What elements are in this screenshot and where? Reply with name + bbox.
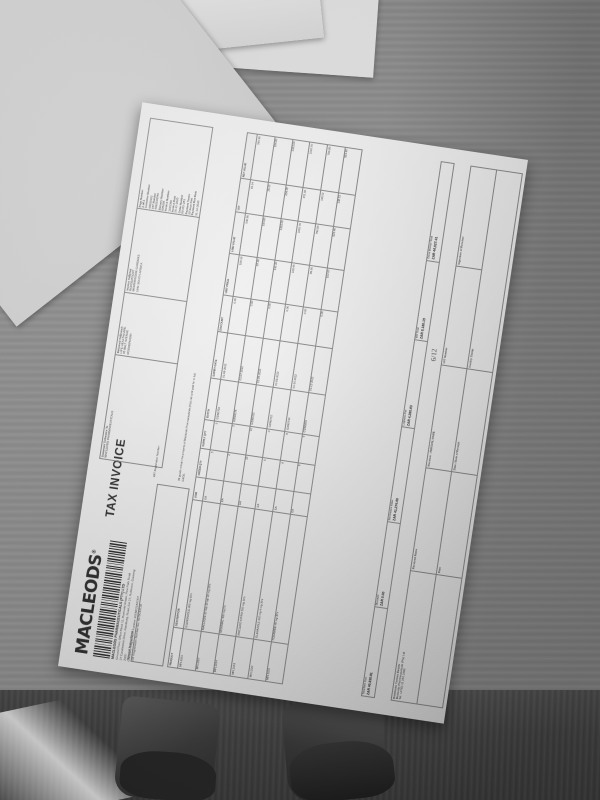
amount-1: 0.00	[380, 591, 386, 599]
currency-1: ZAR	[379, 598, 384, 607]
total-cell-2: Net Invoice Value ZAR 41,274.60	[387, 426, 415, 524]
footer-vat-label: VAT Number	[442, 347, 448, 364]
cell-order-qty: 9	[293, 462, 316, 495]
amount-4: 6,180.15	[420, 317, 426, 332]
total-cell-0: Total Nett Cost ZAR 40,830.81	[361, 606, 388, 698]
total-cell-5: Gross Invoice Total ZAR 46,927.41	[426, 161, 455, 263]
cell-vat: 138.51	[333, 193, 356, 229]
total-cell-4: VAT Total ZAR 6,180.15	[414, 260, 440, 342]
currency-4: ZAR	[418, 331, 424, 340]
amount-2: 41,274.60	[392, 497, 400, 514]
receiver-label: Receiver : PERSON, NAME	[427, 431, 436, 467]
header-cell-meta: Page Number 1 of 1 Customer Number 40000…	[137, 118, 213, 218]
cell-supply-qty: 9	[297, 433, 320, 466]
amount-5: 46,927.41	[431, 236, 439, 252]
cell-uom: EA	[290, 491, 312, 517]
currency-0: ZAR	[365, 687, 371, 696]
tax-invoice-document[interactable]: MACLEODS® MACLEODS PHARMACEUTICALS (PTY)…	[58, 102, 528, 724]
registered-mark-icon: ®	[91, 549, 98, 555]
total-cell-3: Logistics Fee ZAR 4,280.63	[401, 339, 428, 429]
header-cell: Delivered To/Branch LIFE HEALTHCARE 45 B…	[115, 291, 187, 364]
received-name-label: Received Name	[411, 548, 418, 570]
amount-3: 4,280.63	[407, 404, 413, 419]
total-cell-1: Discount ZAR 0.00	[374, 521, 401, 609]
currency-5: ZAR	[430, 252, 436, 260]
invoice-paper: MACLEODS® MACLEODS PHARMACEUTICALS (PTY)…	[58, 102, 528, 724]
header-cell: Invoice To/Billed ROODEPOORT MORNINGSIDE…	[124, 208, 199, 302]
currency-3: ZAR	[405, 418, 411, 427]
invoice-page-content: MACLEODS® MACLEODS PHARMACEUTICALS (PTY)…	[63, 108, 524, 718]
signature-label: Signature of Receiver	[457, 236, 465, 265]
amount-0: 40,830.81	[366, 671, 374, 688]
currency-2: ZAR	[391, 513, 397, 522]
handwritten-annotation: 6/12	[429, 348, 439, 362]
